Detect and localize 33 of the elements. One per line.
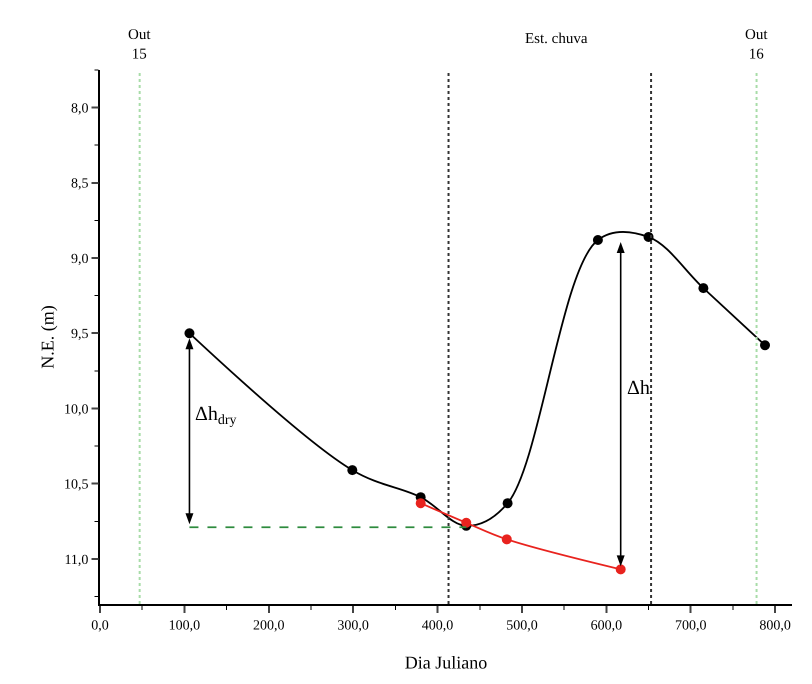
point: [502, 498, 513, 508]
point: [347, 465, 358, 476]
y-axis-title: N.E. (m): [38, 305, 58, 369]
y-tick-label: 10,5: [64, 478, 88, 493]
point: [461, 518, 472, 528]
y-tick-label: 9,0: [70, 252, 88, 267]
annotation: Δh$_{dry}$: [195, 403, 237, 428]
annotation: Δh: [627, 377, 650, 399]
y-tick-label: 9,5: [70, 327, 88, 342]
y-tick-label: 11,0: [64, 552, 88, 568]
x-axis-title: Dia Juliano: [404, 652, 488, 672]
y-tick-label: 8,0: [70, 102, 88, 117]
point: [184, 328, 194, 338]
point: [592, 234, 603, 245]
x-tick-label: 800,0: [759, 618, 791, 634]
y-tick-label: 10,0: [64, 402, 88, 418]
x-tick-label: 100,0: [168, 618, 200, 634]
ref-line-label: Out 16: [745, 27, 768, 62]
ref-line-label: Out 15: [128, 27, 152, 62]
x-tick-label: 600,0: [590, 618, 622, 634]
y-tick-label: 8,5: [70, 176, 88, 192]
x-tick-label: 500,0: [506, 618, 538, 634]
text: Est. chuva: [525, 31, 588, 47]
point: [760, 340, 770, 350]
x-tick-label: 700,0: [674, 618, 706, 634]
point: [616, 564, 626, 574]
point: [502, 534, 512, 544]
point: [416, 498, 426, 508]
x-tick-label: 0,0: [91, 618, 109, 634]
x-tick-label: 400,0: [422, 618, 454, 634]
point: [698, 283, 708, 294]
x-tick-label: 300,0: [337, 618, 369, 634]
x-tick-label: 200,0: [253, 618, 285, 634]
